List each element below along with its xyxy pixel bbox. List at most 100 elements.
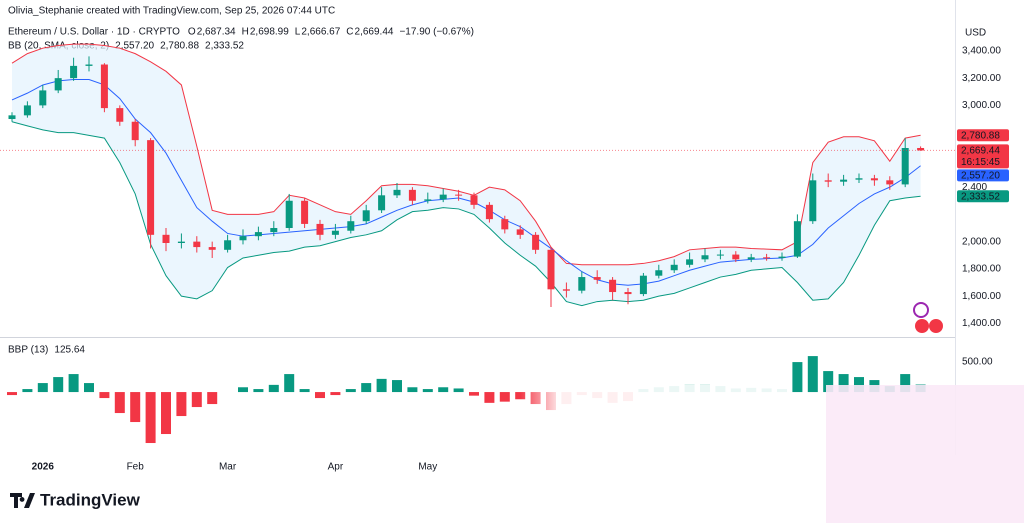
bbp-bar xyxy=(361,383,372,393)
candle-body xyxy=(886,180,894,185)
y-tick-label: 1,800.00 xyxy=(962,264,1001,275)
candle-body xyxy=(316,223,324,235)
bbp-bar xyxy=(854,377,864,393)
x-tick-label: Apr xyxy=(328,462,344,473)
bbp-bar xyxy=(315,392,325,399)
blur-overlay xyxy=(520,385,790,523)
brand: TradingView xyxy=(40,490,141,509)
y-tick-label: 2,000.00 xyxy=(962,236,1001,247)
candle-body xyxy=(208,247,216,250)
bbp-bar xyxy=(453,388,464,393)
bbp-bar xyxy=(191,392,202,408)
candle-body xyxy=(285,200,293,229)
bbp-bar xyxy=(84,383,94,393)
candle-body xyxy=(870,178,878,181)
change: −17.90 (−0.67%) xyxy=(399,27,474,38)
candle-body xyxy=(532,234,540,250)
candle-body xyxy=(424,199,432,201)
candle-body xyxy=(347,221,355,231)
bbp-bar xyxy=(900,374,911,393)
candle-body xyxy=(793,221,801,257)
bbp-bar xyxy=(53,377,64,393)
bbp-bar xyxy=(299,389,310,393)
candle-body xyxy=(639,275,647,295)
bbp-bar xyxy=(345,389,356,393)
currency: USD xyxy=(965,28,986,39)
price-tag xyxy=(957,169,1009,182)
candle-body xyxy=(100,64,108,109)
x-tick-label: May xyxy=(418,462,437,473)
x-tick-label: 2026 xyxy=(32,462,55,473)
bbp-bar xyxy=(376,378,387,393)
candle-body xyxy=(85,64,93,66)
candle-body xyxy=(147,140,155,235)
icon xyxy=(913,302,929,318)
band-upper xyxy=(11,43,921,266)
bbp-bar xyxy=(176,392,187,417)
candle-body xyxy=(593,277,601,280)
bbp-bar xyxy=(7,392,17,396)
y-tick-label: 3,000.00 xyxy=(962,100,1001,111)
candle-body xyxy=(224,240,232,250)
candle-body xyxy=(239,236,247,241)
candle-body xyxy=(39,90,47,106)
band-lower xyxy=(11,121,921,307)
bbp-bar xyxy=(161,392,171,435)
candle-body xyxy=(54,78,62,91)
symbol-line: Ethereum / U.S. Dollar · 1D · CRYPTO xyxy=(8,27,180,38)
candle-body xyxy=(716,254,724,256)
candle-body xyxy=(686,259,694,265)
price-tag xyxy=(957,190,1009,203)
bbp-tick-label: 500.00 xyxy=(962,357,993,368)
y-tick-label: 3,200.00 xyxy=(962,73,1001,84)
y-tick-label: 2,400 xyxy=(962,182,987,193)
bbp-bar xyxy=(37,383,48,393)
candle-body xyxy=(501,219,509,230)
x-tick-label: Mar xyxy=(219,462,237,473)
x-tick-label: Feb xyxy=(127,462,145,473)
y-tick-label: 1,400.00 xyxy=(962,318,1001,329)
candle-body xyxy=(824,180,832,182)
ohlc-value: 2,666.67 xyxy=(301,27,340,38)
bbp-value: 125.64 xyxy=(54,345,85,356)
candle-body xyxy=(747,257,755,260)
bbp-bar xyxy=(438,387,449,393)
ohlc-label: H xyxy=(242,27,249,38)
ohlc-value: 2,698.99 xyxy=(250,27,289,38)
candle-body xyxy=(455,194,463,196)
candle-body xyxy=(270,228,278,233)
bbp-bar xyxy=(792,362,803,393)
bbp-legend: BBP (13) xyxy=(8,345,48,356)
candle-body xyxy=(578,277,586,291)
candle-body xyxy=(116,108,124,122)
candle-body xyxy=(516,229,524,235)
price-tag-label: 2,333.52 xyxy=(961,191,1000,202)
bbp-bar xyxy=(823,371,834,393)
ohlc-label: L xyxy=(295,27,301,38)
ohlc-value: 2,669.44 xyxy=(355,27,394,38)
price-tag-label: 2,780.88 xyxy=(961,130,1000,141)
price-tag xyxy=(957,129,1009,142)
candle-body xyxy=(254,232,262,237)
flag-icon xyxy=(915,319,929,333)
candle-body xyxy=(408,189,416,201)
candle-body xyxy=(393,189,401,196)
bbp-bar xyxy=(145,392,156,444)
price-tag-label: 2,669.44 xyxy=(961,146,1000,157)
price-tag xyxy=(957,144,1009,169)
bbp-bar xyxy=(469,392,479,396)
candle-body xyxy=(301,200,309,224)
candle-body xyxy=(840,179,848,182)
candle-body xyxy=(362,210,370,222)
candle-body xyxy=(547,249,555,290)
candle-body xyxy=(193,241,201,248)
price-tag-label: 2,557.20 xyxy=(961,171,1000,182)
candle-body xyxy=(331,230,339,235)
price-tag-sub: 16:15:45 xyxy=(961,157,1000,168)
ohlc-value: 2,687.34 xyxy=(197,27,236,38)
bbp-bar xyxy=(68,374,79,393)
band-basis xyxy=(11,79,921,286)
bb-value: 2,333.52 xyxy=(205,41,244,52)
